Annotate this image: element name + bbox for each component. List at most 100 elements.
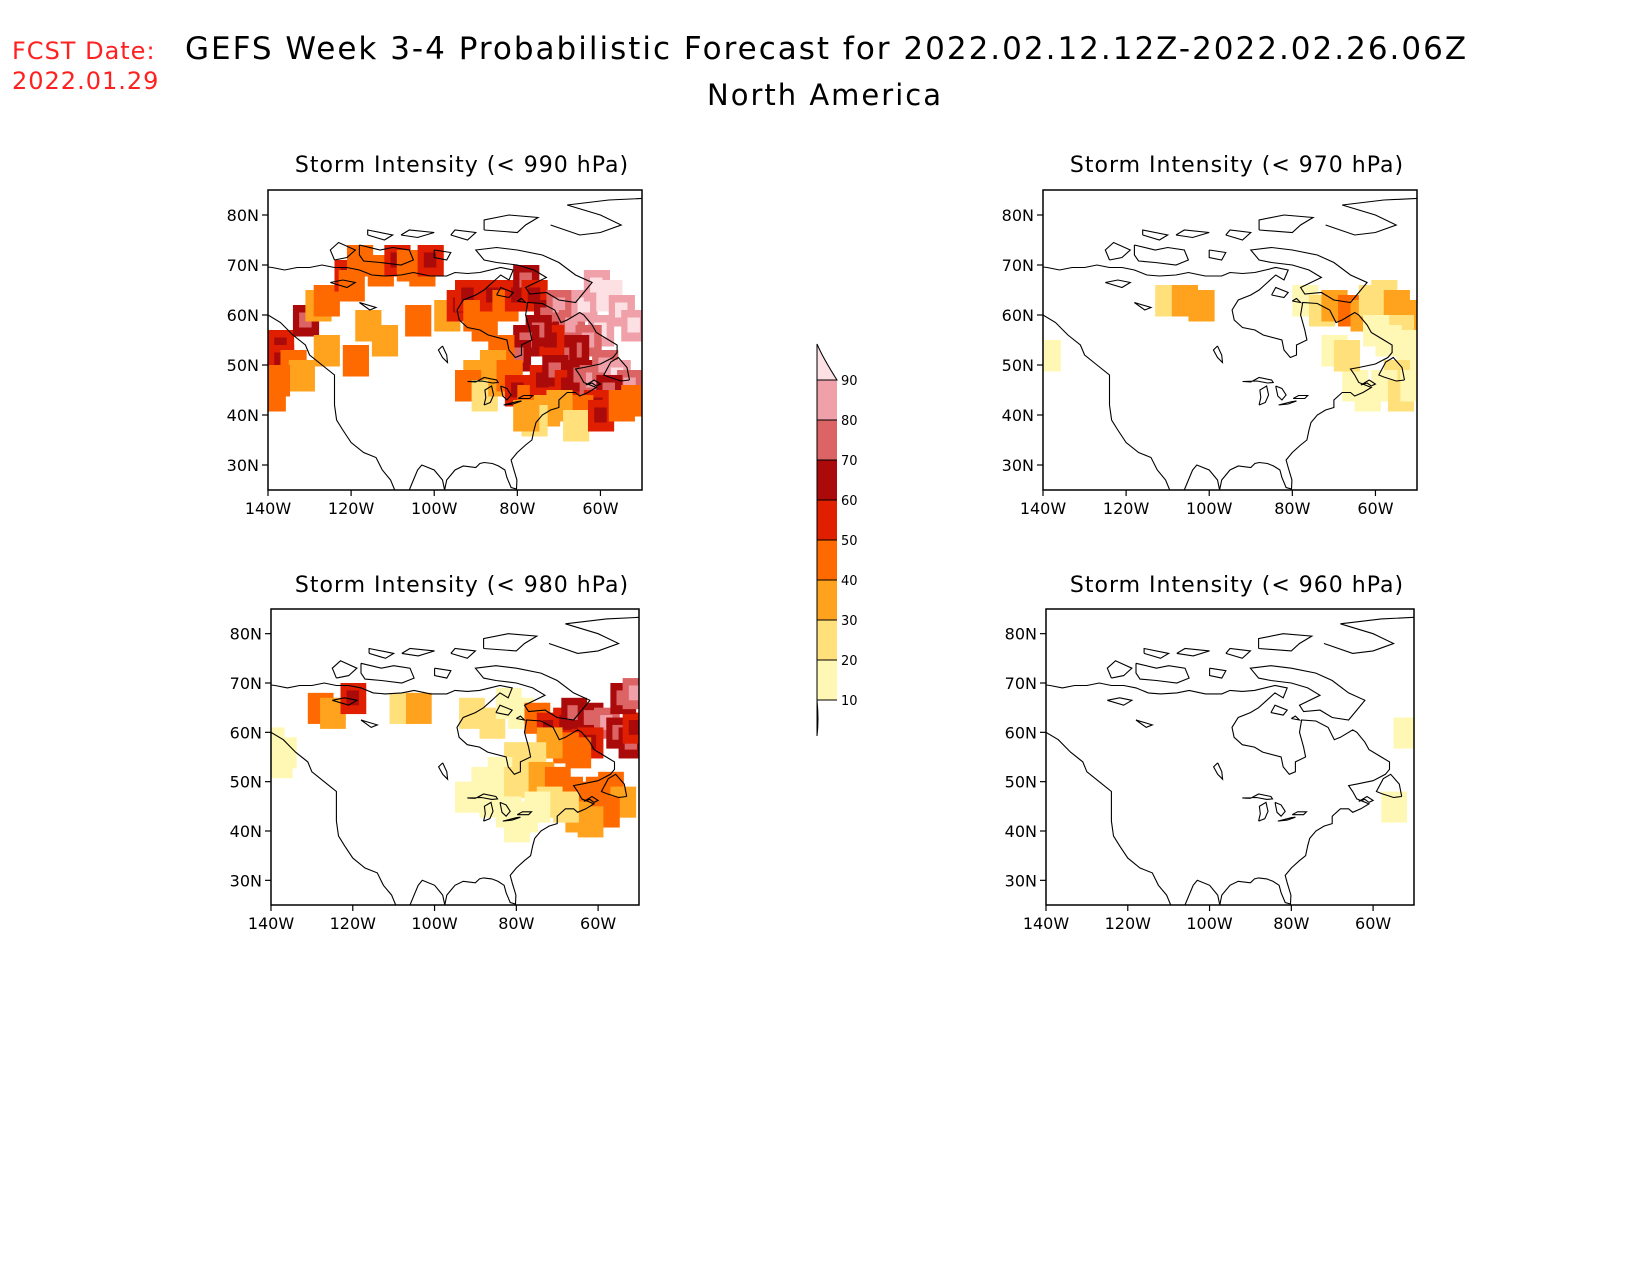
- lat-tick-label: 30N: [1002, 456, 1034, 475]
- coastline: [1107, 697, 1134, 706]
- coastline: [400, 229, 435, 239]
- forecast-date-label: FCST Date:: [12, 37, 156, 65]
- lat-tick-label: 40N: [230, 822, 262, 841]
- coastline: [1360, 379, 1377, 387]
- colorbar-label: 40: [841, 574, 858, 589]
- lon-tick-label: 140W: [245, 499, 292, 518]
- colorbar-label: 70: [841, 454, 858, 469]
- colorbar-label: 80: [841, 414, 858, 429]
- coastline: [1292, 297, 1303, 304]
- coastline: [467, 376, 500, 384]
- lon-tick-label: 80W: [1274, 499, 1310, 518]
- coastline: [1378, 356, 1406, 382]
- lon-tick-label: 140W: [1023, 914, 1070, 933]
- probability-core: [423, 252, 437, 268]
- coastline: [1046, 682, 1391, 905]
- coastline: [1277, 816, 1296, 822]
- coastline: [271, 682, 616, 905]
- coastline: [1258, 801, 1269, 822]
- coastline: [409, 879, 446, 905]
- coastline: [1175, 229, 1210, 239]
- page-subtitle: North America: [0, 78, 1650, 112]
- coastline: [1225, 229, 1253, 241]
- lon-tick-label: 120W: [1103, 499, 1150, 518]
- lon-tick-label: 60W: [1355, 914, 1391, 933]
- coastline: [516, 715, 527, 721]
- coastline: [1274, 801, 1286, 818]
- coastline: [1291, 811, 1308, 816]
- coastline: [1242, 793, 1274, 800]
- probability-cell: [342, 345, 369, 377]
- lat-tick-label: 80N: [230, 625, 262, 644]
- probability-cell: [1333, 340, 1361, 372]
- coastline: [474, 665, 591, 721]
- coastline: [437, 345, 449, 364]
- coastline: [474, 246, 593, 304]
- coastline: [437, 762, 449, 781]
- lat-tick-label: 50N: [1005, 773, 1037, 792]
- coastline: [450, 647, 477, 659]
- lat-tick-label: 60N: [230, 723, 262, 742]
- lat-tick-label: 50N: [227, 356, 259, 375]
- coastline: [1176, 647, 1210, 657]
- coastline: [1249, 246, 1368, 304]
- coastline: [360, 719, 379, 729]
- coastline: [1142, 229, 1170, 241]
- coastline: [483, 385, 495, 406]
- probability-core: [527, 287, 541, 303]
- lat-tick-label: 30N: [1005, 871, 1037, 890]
- coastline: [1212, 345, 1224, 364]
- probability-cell: [1362, 315, 1390, 347]
- coastline: [1135, 719, 1154, 729]
- coastline: [1104, 241, 1132, 261]
- coastline: [1278, 400, 1297, 406]
- map-area: [1046, 616, 1414, 905]
- lat-tick-label: 30N: [230, 871, 262, 890]
- probability-core: [461, 287, 474, 303]
- coastline: [1183, 464, 1221, 490]
- colorbar-segment: [817, 620, 837, 660]
- lon-tick-label: 120W: [330, 914, 377, 933]
- lon-tick-label: 120W: [328, 499, 375, 518]
- lat-tick-label: 60N: [227, 306, 259, 325]
- lon-tick-label: 100W: [411, 499, 458, 518]
- lon-tick-label: 60W: [582, 499, 618, 518]
- coastline: [516, 811, 533, 816]
- coastline: [1258, 214, 1315, 234]
- colorbar-segment: [817, 580, 837, 620]
- coastline: [1375, 773, 1403, 799]
- colorbar-bottom-cap: [816, 699, 819, 737]
- panel-title: Storm Intensity (< 970 hPa): [1070, 153, 1404, 178]
- probability-cell: [621, 385, 642, 417]
- map-panel-p990: Storm Intensity (< 990 hPa) 80N 70N 60N 50N 4…: [227, 153, 643, 518]
- coastline: [1043, 314, 1171, 490]
- probability-cell: [405, 305, 432, 337]
- lat-tick-label: 60N: [1005, 723, 1037, 742]
- coastline: [1358, 795, 1375, 804]
- coastline: [1270, 704, 1289, 716]
- probability-cell: [1043, 340, 1061, 372]
- coastline: [600, 773, 628, 799]
- lat-tick-label: 80N: [227, 206, 259, 225]
- lat-tick-label: 70N: [227, 256, 259, 275]
- lon-tick-label: 80W: [499, 499, 535, 518]
- map-panel-p970: Storm Intensity (< 970 hPa) 80N 70N 60N 50N 4…: [1002, 153, 1418, 518]
- coastline: [1135, 662, 1190, 684]
- coastline: [550, 197, 642, 236]
- map-panel-p960: Storm Intensity (< 960 hPa) 80N 70N 60N 50N 4…: [1005, 573, 1415, 933]
- map-frame: [270, 608, 640, 906]
- probability-cell: [405, 692, 432, 724]
- lon-tick-label: 100W: [411, 914, 458, 933]
- coastline: [268, 314, 396, 490]
- lat-tick-label: 40N: [1002, 406, 1034, 425]
- coastline: [1258, 385, 1270, 406]
- probability-core: [628, 685, 639, 701]
- coastline: [408, 464, 446, 490]
- colorbar-segment: [817, 420, 837, 460]
- map-frame: [267, 189, 643, 491]
- probability-cell: [1393, 717, 1414, 749]
- forecast-date-block: FCST Date: 2022.01.29: [12, 36, 159, 96]
- probability-core: [552, 297, 566, 313]
- coastline: [450, 229, 478, 241]
